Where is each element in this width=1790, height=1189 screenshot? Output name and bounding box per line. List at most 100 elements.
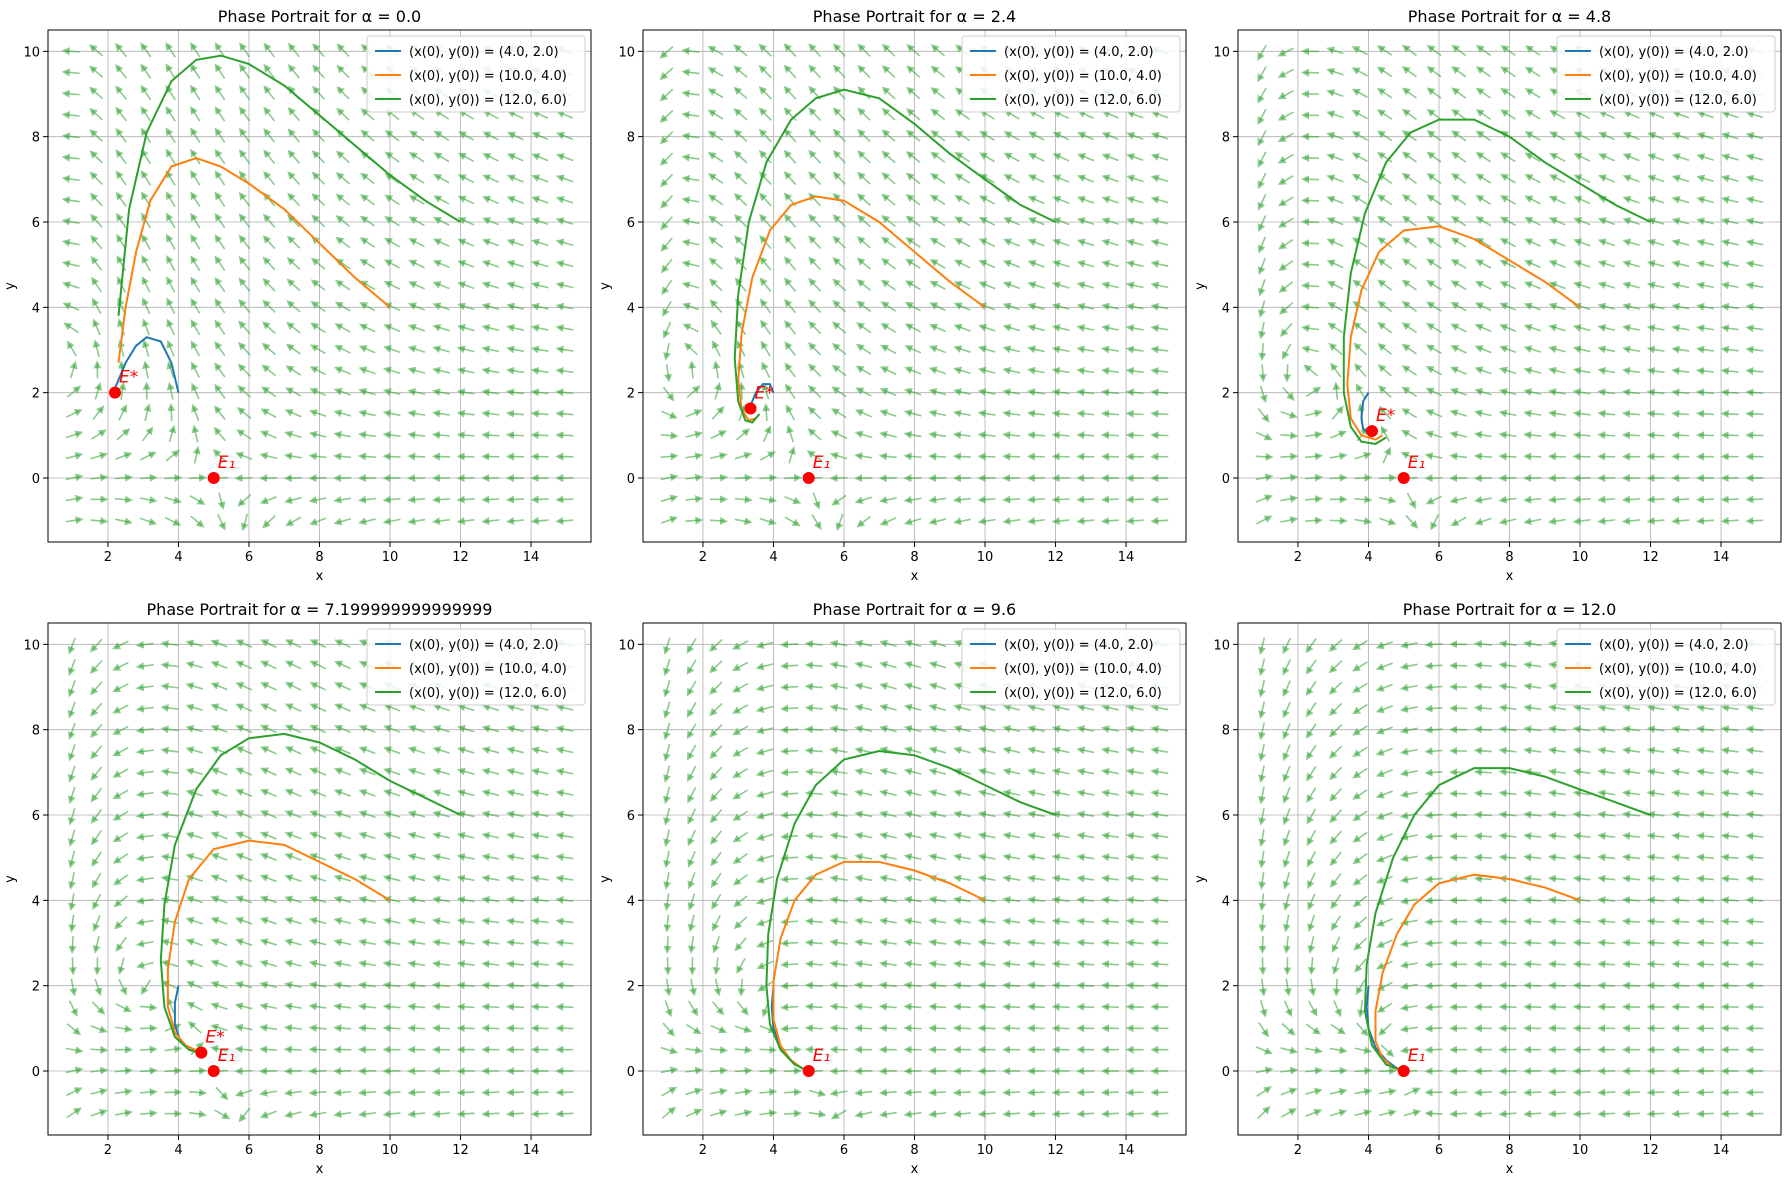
field-arrow — [664, 364, 673, 383]
field-arrow — [407, 917, 426, 926]
field-arrow — [1646, 703, 1665, 712]
field-arrow — [1621, 810, 1640, 819]
field-arrow — [1572, 874, 1591, 883]
field-arrow — [115, 1087, 133, 1096]
chart-title: Phase Portrait for α = 9.6 — [813, 600, 1016, 619]
field-arrow — [1405, 514, 1419, 529]
field-arrow — [953, 895, 971, 904]
field-arrow — [780, 661, 799, 670]
field-arrow — [115, 1109, 133, 1118]
field-arrow — [879, 366, 897, 376]
field-arrow — [333, 981, 352, 990]
field-arrow — [1101, 703, 1119, 712]
field-arrow — [89, 129, 104, 143]
field-arrow — [310, 344, 326, 355]
field-arrow — [239, 106, 251, 122]
field-arrow — [878, 452, 897, 461]
legend-entry-3: (x(0), y(0)) = (12.0, 6.0) — [409, 93, 567, 108]
field-arrow — [408, 238, 425, 248]
field-arrow — [1101, 767, 1119, 776]
field-arrow — [1305, 702, 1317, 718]
field-arrow — [1376, 1002, 1393, 1013]
field-arrow — [735, 428, 751, 441]
field-arrow — [829, 895, 848, 904]
field-arrow — [89, 107, 104, 121]
field-arrow — [1301, 303, 1320, 312]
field-arrow — [1523, 409, 1542, 418]
field-arrow — [879, 874, 897, 883]
field-arrow — [1027, 217, 1045, 226]
field-arrow — [660, 258, 673, 274]
field-arrow — [1028, 131, 1045, 141]
field-arrow — [664, 1000, 673, 1018]
trajectory-line-3 — [733, 88, 1056, 424]
field-arrow — [1002, 302, 1021, 311]
field-arrow — [1572, 431, 1591, 440]
field-arrow — [1051, 746, 1070, 755]
field-arrow — [1548, 388, 1566, 397]
field-arrow — [1646, 832, 1665, 840]
field-arrow — [1076, 789, 1095, 798]
field-arrow — [879, 853, 897, 861]
field-arrow — [166, 996, 175, 1014]
field-arrow — [712, 915, 721, 932]
field-arrow — [977, 409, 996, 418]
field-arrow — [530, 895, 549, 904]
field-arrow — [407, 517, 426, 526]
field-arrow — [1523, 725, 1542, 734]
field-arrow — [1572, 810, 1591, 819]
field-arrow — [829, 767, 848, 776]
field-arrow — [433, 152, 450, 163]
field-arrow — [92, 893, 102, 911]
field-arrow — [214, 255, 226, 271]
field-arrow — [335, 172, 350, 185]
field-arrow — [432, 238, 450, 248]
trajectory-line-3 — [765, 749, 1056, 1072]
field-arrow — [681, 89, 700, 98]
field-arrow — [1076, 366, 1095, 375]
field-arrow — [1375, 662, 1393, 671]
field-arrow — [1621, 874, 1640, 883]
field-arrow — [359, 215, 376, 227]
field-arrow — [555, 431, 574, 440]
field-arrow — [1376, 130, 1393, 142]
field-arrow — [135, 662, 154, 671]
field-arrow — [1597, 938, 1616, 947]
field-arrow — [1621, 431, 1640, 440]
field-arrow — [1101, 324, 1119, 333]
field-arrow — [1002, 1109, 1021, 1118]
x-tick-label: 14 — [523, 1143, 540, 1158]
field-arrow — [1646, 810, 1665, 819]
field-arrow — [1051, 981, 1070, 990]
field-arrow — [1597, 238, 1616, 247]
field-arrow — [759, 256, 772, 271]
field-arrow — [505, 960, 524, 969]
field-arrow — [333, 767, 351, 776]
field-arrow — [458, 131, 475, 141]
field-arrow — [1125, 281, 1144, 290]
field-arrow — [1721, 153, 1739, 162]
field-arrow — [808, 235, 822, 249]
field-arrow — [530, 431, 549, 440]
field-arrow — [856, 214, 871, 228]
field-arrow — [94, 382, 103, 400]
field-arrow — [1425, 409, 1443, 418]
field-arrow — [384, 130, 400, 142]
field-arrow — [1671, 767, 1690, 776]
field-arrow — [1430, 514, 1440, 531]
field-arrow — [1426, 323, 1442, 333]
field-arrow — [709, 787, 723, 802]
field-arrow — [1379, 496, 1397, 504]
field-arrow — [165, 106, 176, 122]
field-arrow — [1721, 174, 1739, 183]
field-arrow — [1258, 321, 1267, 340]
field-arrow — [808, 278, 822, 292]
field-arrow — [481, 938, 500, 947]
field-arrow — [382, 495, 401, 504]
field-arrow — [903, 1024, 922, 1033]
field-arrow — [61, 174, 80, 183]
field-arrow — [1473, 682, 1492, 691]
field-arrow — [1696, 789, 1714, 798]
field-arrow — [1401, 429, 1418, 440]
y-tick-label: 8 — [1222, 724, 1230, 739]
